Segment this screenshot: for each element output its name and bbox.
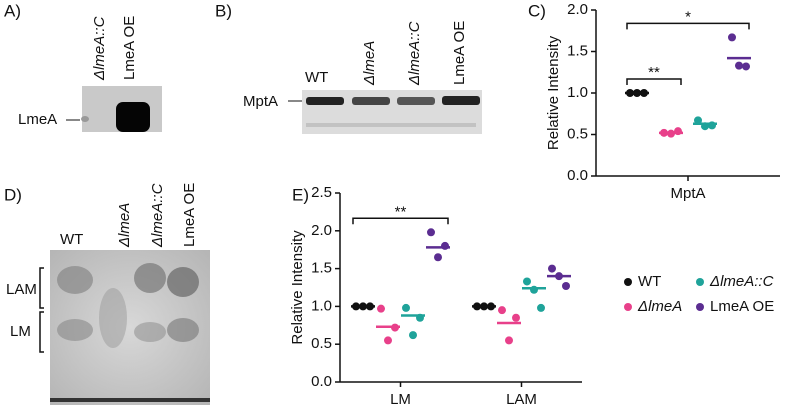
x-tick-label: LM: [390, 391, 411, 408]
gel-band: [134, 263, 166, 293]
significance-label: **: [395, 203, 407, 220]
legend-label: ΔlmeA: [637, 298, 682, 315]
lane-label: LmeA OE: [181, 183, 198, 247]
gel-band: [167, 318, 199, 342]
y-tick-label: 2.0: [567, 1, 588, 18]
data-point: [441, 241, 449, 250]
blot-band: [306, 123, 476, 127]
blot-band: [442, 96, 480, 105]
data-point: [384, 336, 392, 345]
data-point: [427, 228, 435, 237]
legend-label: LmeA OE: [710, 298, 774, 315]
gel-band: [99, 288, 127, 348]
significance-label: *: [685, 8, 691, 25]
blot-band: [306, 97, 344, 105]
y-tick-label: 0.0: [567, 167, 588, 184]
data-point: [505, 336, 513, 345]
legend-marker: [696, 303, 704, 311]
y-axis-label: Relative Intensity: [545, 35, 562, 150]
y-tick-label: 1.0: [567, 84, 588, 101]
panel-label: B): [215, 1, 232, 20]
data-point: [377, 304, 385, 313]
lane-label: WT: [60, 231, 83, 248]
gel-band: [167, 267, 199, 297]
lane-label: ΔlmeA: [116, 203, 133, 248]
y-tick-label: 0.5: [567, 125, 588, 142]
data-point: [742, 62, 750, 71]
data-point: [498, 306, 506, 315]
blot-band: [352, 97, 390, 105]
y-tick-label: 1.0: [311, 297, 332, 314]
data-point: [409, 331, 417, 340]
legend-marker: [624, 278, 632, 286]
legend-label: WT: [638, 273, 661, 290]
data-point: [537, 303, 545, 312]
x-tick-label: LAM: [506, 391, 537, 408]
band-label: LmeA: [18, 111, 57, 128]
band-label: MptA: [243, 93, 278, 110]
blot-band: [397, 97, 435, 105]
x-tick-label: MptA: [670, 185, 705, 202]
y-axis-label: Relative Intensity: [289, 230, 306, 345]
data-point: [523, 277, 531, 286]
gel-edge: [50, 398, 210, 402]
lane-label: LmeA OE: [121, 16, 138, 80]
lane-label: ΔlmeA: [361, 41, 378, 86]
data-point: [402, 303, 410, 312]
band-label: LAM: [6, 281, 37, 298]
legend-label: ΔlmeA::C: [709, 273, 774, 290]
panel-label: E): [292, 185, 309, 204]
legend-marker: [696, 278, 704, 286]
data-point: [728, 33, 736, 42]
data-point: [562, 281, 570, 290]
band-label: LM: [10, 323, 31, 340]
data-point: [735, 61, 743, 70]
legend-marker: [624, 303, 632, 311]
significance-bracket: [626, 22, 750, 30]
data-point: [694, 116, 702, 125]
significance-label: **: [648, 64, 660, 81]
significance-bracket: [626, 78, 682, 85]
y-tick-label: 2.0: [311, 222, 332, 239]
blot-band: [116, 102, 150, 132]
gel-band: [134, 322, 166, 342]
panel-label: A): [4, 1, 21, 20]
lane-label: ΔlmeA::C: [406, 21, 423, 86]
significance-bracket: [352, 217, 449, 225]
data-point: [512, 313, 520, 322]
y-tick-label: 1.5: [567, 42, 588, 59]
bracket: [39, 267, 44, 309]
lane-label: WT: [305, 69, 328, 86]
y-tick-label: 1.5: [311, 260, 332, 277]
bracket: [39, 311, 44, 353]
gel-band: [57, 266, 93, 294]
y-tick-label: 0.0: [311, 373, 332, 390]
data-point: [434, 253, 442, 262]
lane-label: ΔlmeA::C: [91, 16, 108, 81]
gel-band: [57, 319, 93, 341]
blot-band: [81, 116, 89, 122]
y-tick-label: 2.5: [311, 184, 332, 201]
panel-label: C): [528, 1, 546, 20]
y-tick-label: 0.5: [311, 335, 332, 352]
lane-label: LmeA OE: [451, 21, 468, 85]
lane-label: ΔlmeA::C: [149, 183, 166, 248]
data-point: [548, 264, 556, 273]
panel-label: D): [4, 185, 22, 204]
data-point: [530, 285, 538, 294]
